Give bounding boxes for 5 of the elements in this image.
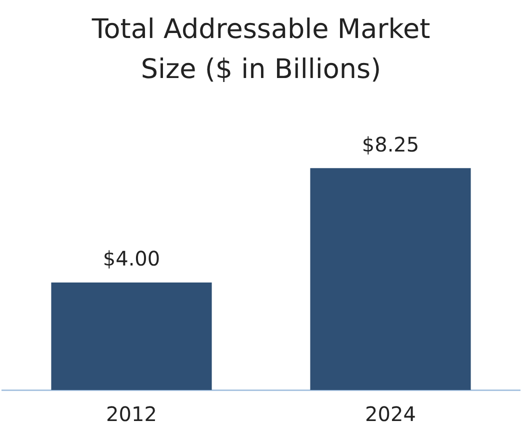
data-label: $4.00 — [102, 246, 160, 271]
data-label: $8.25 — [362, 132, 420, 156]
x-tick-label: 2024 — [365, 402, 416, 426]
chart-title: Total Addressable Market Size ($ in Billions) — [90, 13, 432, 87]
x-tick-label: 2012 — [106, 402, 157, 426]
